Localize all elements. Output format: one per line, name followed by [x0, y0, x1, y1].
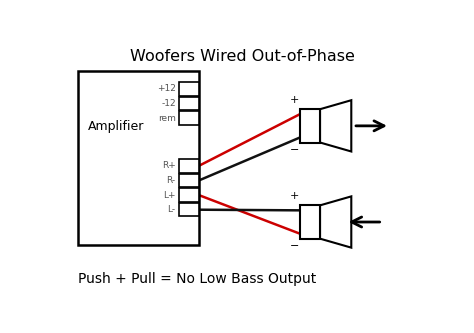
Text: −: −	[185, 205, 193, 215]
Text: rem: rem	[158, 114, 176, 123]
Bar	[179, 159, 199, 172]
Text: −: −	[290, 241, 299, 251]
Bar	[78, 71, 199, 245]
Bar	[179, 112, 199, 125]
Text: -12: -12	[161, 99, 176, 108]
Text: +12: +12	[157, 85, 176, 94]
Bar	[179, 174, 199, 187]
Bar	[179, 97, 199, 110]
Text: +: +	[290, 191, 299, 201]
Bar	[179, 203, 199, 216]
Text: −: −	[185, 175, 193, 185]
Text: L-: L-	[168, 205, 176, 214]
Text: −: −	[290, 145, 299, 155]
Polygon shape	[320, 196, 351, 248]
Text: L+: L+	[163, 190, 176, 199]
Bar	[300, 205, 320, 239]
Bar	[300, 109, 320, 143]
Text: +: +	[290, 95, 299, 105]
Bar	[179, 82, 199, 96]
Text: Amplifier: Amplifier	[88, 120, 145, 133]
Bar	[179, 188, 199, 202]
Text: −: −	[185, 99, 193, 109]
Text: Push + Pull = No Low Bass Output: Push + Pull = No Low Bass Output	[78, 272, 316, 286]
Text: +: +	[185, 190, 193, 200]
Text: Woofers Wired Out-of-Phase: Woofers Wired Out-of-Phase	[130, 49, 356, 64]
Text: R-: R-	[166, 176, 176, 185]
Text: +: +	[185, 161, 193, 171]
Text: R+: R+	[162, 162, 176, 170]
Polygon shape	[320, 100, 351, 152]
Text: +: +	[185, 84, 193, 94]
